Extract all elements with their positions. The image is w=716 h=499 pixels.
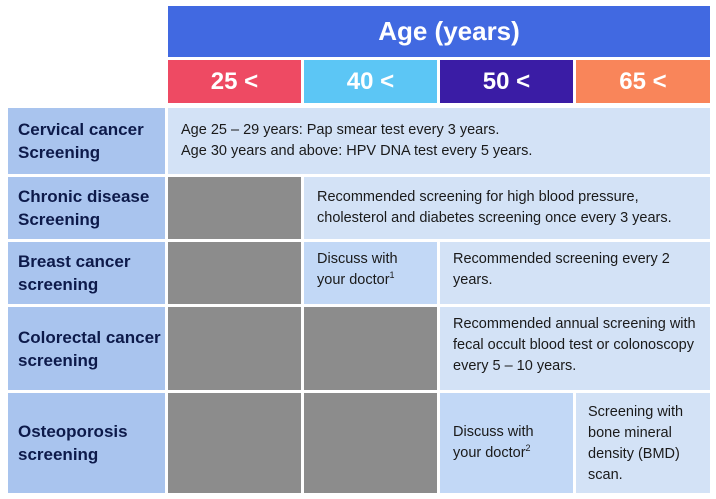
- breast-discuss-with-doctor: Discuss with your doctor1: [304, 242, 437, 304]
- row-label-breast: Breast cancer screening: [8, 242, 165, 304]
- row-label-colorectal: Colorectal cancer screening: [8, 307, 165, 390]
- row-label-cervical: Cervical cancer Screening: [8, 108, 165, 174]
- osteoporosis-not-applicable-40: [304, 393, 437, 493]
- row-label-osteoporosis: Osteoporosis screening: [8, 393, 165, 493]
- breast-not-applicable-25: [168, 242, 301, 304]
- age-header: Age (years): [168, 6, 710, 57]
- age-group-65: 65 <: [576, 60, 710, 103]
- age-group-25: 25 <: [168, 60, 301, 103]
- osteoporosis-discuss-with-doctor: Discuss with your doctor2: [440, 393, 573, 493]
- cervical-recommendation: Age 25 – 29 years: Pap smear test every …: [168, 108, 710, 174]
- age-group-50: 50 <: [440, 60, 573, 103]
- osteoporosis-recommendation: Screening with bone mineral density (BMD…: [576, 393, 710, 493]
- colorectal-not-applicable-40: [304, 307, 437, 390]
- chronic-recommendation: Recommended screening for high blood pre…: [304, 177, 710, 239]
- colorectal-recommendation: Recommended annual screening with fecal …: [440, 307, 710, 390]
- colorectal-not-applicable-25: [168, 307, 301, 390]
- age-group-40: 40 <: [304, 60, 437, 103]
- chronic-not-applicable-25: [168, 177, 301, 239]
- osteoporosis-not-applicable-25: [168, 393, 301, 493]
- footnote-2: 2: [525, 443, 531, 454]
- row-label-chronic: Chronic disease Screening: [8, 177, 165, 239]
- breast-recommendation: Recommended screening every 2 years.: [440, 242, 710, 304]
- footnote-1: 1: [389, 270, 395, 281]
